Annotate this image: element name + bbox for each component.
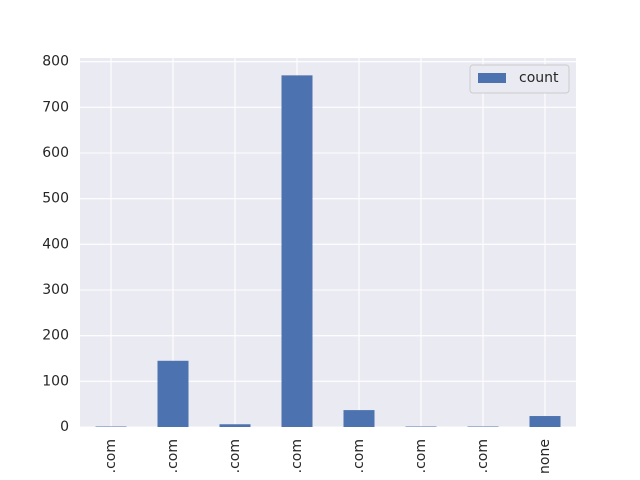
y-tick-label: 600: [42, 145, 69, 161]
y-tick-label: 100: [42, 373, 69, 389]
y-tick-label: 500: [42, 191, 69, 207]
x-tick-label: .com: [475, 439, 491, 473]
legend: count: [469, 64, 570, 94]
x-tick-label: .com: [351, 439, 367, 473]
legend-box: [469, 64, 570, 94]
bar: [219, 424, 251, 427]
y-tick-label: 300: [42, 282, 69, 298]
y-tick-label: 200: [42, 328, 69, 344]
y-tick-label: 800: [42, 54, 69, 70]
x-tick-label: .com: [165, 439, 181, 473]
y-tick-label: 400: [42, 236, 69, 252]
bar: [157, 360, 189, 427]
bars: [95, 75, 561, 428]
x-tick-label: .com: [413, 439, 429, 473]
x-tick-label: .com: [289, 439, 305, 473]
x-axis: .com .com .com .com .com .com .com none: [103, 439, 553, 474]
y-tick-label: 0: [60, 419, 69, 435]
y-axis: 0 100 200 300 400 500 600 700 800: [42, 54, 69, 435]
plot-area: [80, 58, 576, 427]
bar: [343, 410, 375, 427]
x-tick-label: none: [537, 439, 553, 474]
bar: [281, 75, 313, 428]
bar: [529, 416, 561, 427]
x-tick-label: .com: [227, 439, 243, 473]
y-tick-label: 700: [42, 99, 69, 115]
x-tick-label: .com: [103, 439, 119, 473]
legend-swatch: [478, 73, 506, 83]
legend-label: count: [519, 70, 559, 86]
